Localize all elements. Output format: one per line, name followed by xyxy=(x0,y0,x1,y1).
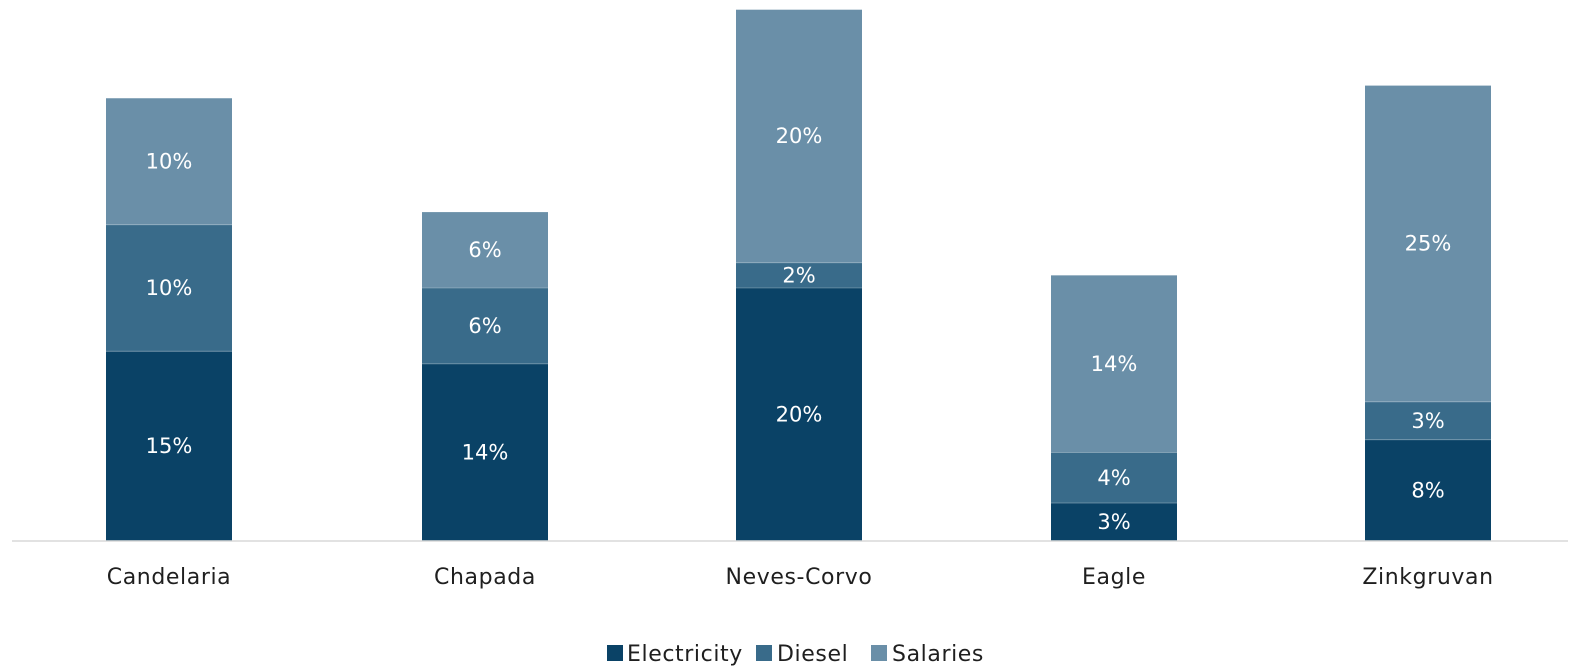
category-label-zinkgruvan: Zinkgruvan xyxy=(1362,565,1493,590)
category-label-chapada: Chapada xyxy=(434,565,536,590)
legend: Electricity Diesel Salaries xyxy=(607,642,984,667)
bar-eagle-diesel xyxy=(1051,452,1177,504)
bar-neves-corvo-diesel xyxy=(736,262,862,288)
category-label-candelaria: Candelaria xyxy=(107,565,232,590)
bar-eagle-electricity xyxy=(1051,503,1177,541)
category-label-neves-corvo: Neves-Corvo xyxy=(726,565,873,590)
bar-candelaria-salaries xyxy=(106,98,232,225)
data-label-candelaria-electricity: 15% xyxy=(146,434,193,458)
data-label-chapada-electricity: 14% xyxy=(462,440,509,464)
bar-zinkgruvan-electricity xyxy=(1365,439,1491,541)
bar-chapada-electricity xyxy=(422,363,548,541)
legend-label-diesel: Diesel xyxy=(777,642,848,667)
data-label-zinkgruvan-electricity: 8% xyxy=(1411,478,1444,502)
bars-layer xyxy=(106,9,1491,541)
legend-swatch-electricity xyxy=(607,645,623,661)
data-label-neves-corvo-salaries: 20% xyxy=(776,124,823,148)
category-label-eagle: Eagle xyxy=(1082,565,1146,590)
data-label-neves-corvo-diesel: 2% xyxy=(782,263,815,287)
bar-zinkgruvan-diesel xyxy=(1365,401,1491,440)
legend-swatch-salaries xyxy=(871,645,887,661)
bar-chapada-salaries xyxy=(422,212,548,288)
bar-zinkgruvan-salaries xyxy=(1365,85,1491,402)
bar-neves-corvo-salaries xyxy=(736,9,862,263)
bar-eagle-salaries xyxy=(1051,275,1177,453)
data-label-chapada-salaries: 6% xyxy=(468,238,501,262)
data-label-eagle-electricity: 3% xyxy=(1097,510,1130,534)
data-label-eagle-salaries: 14% xyxy=(1091,352,1138,376)
bar-chapada-diesel xyxy=(422,288,548,364)
bar-neves-corvo-electricity xyxy=(736,288,862,541)
data-label-neves-corvo-electricity: 20% xyxy=(776,403,823,427)
data-label-eagle-diesel: 4% xyxy=(1097,466,1130,490)
data-label-candelaria-diesel: 10% xyxy=(146,276,193,300)
data-label-candelaria-salaries: 10% xyxy=(146,150,193,174)
data-label-chapada-diesel: 6% xyxy=(468,314,501,338)
data-label-zinkgruvan-diesel: 3% xyxy=(1411,409,1444,433)
legend-swatch-diesel xyxy=(756,645,772,661)
bar-candelaria-electricity xyxy=(106,351,232,541)
segment-labels-layer: 15% 10% 10% 14% 6% 6% 20% 2% 20% 3% 4% 14% 8% 3% 25% xyxy=(146,124,1452,534)
category-labels-layer: Candelaria Chapada Neves-Corvo Eagle Zinkgru… xyxy=(107,565,1493,590)
data-label-zinkgruvan-salaries: 25% xyxy=(1405,232,1452,256)
legend-label-electricity: Electricity xyxy=(627,642,743,667)
legend-label-salaries: Salaries xyxy=(892,642,984,667)
bar-candelaria-diesel xyxy=(106,224,232,352)
